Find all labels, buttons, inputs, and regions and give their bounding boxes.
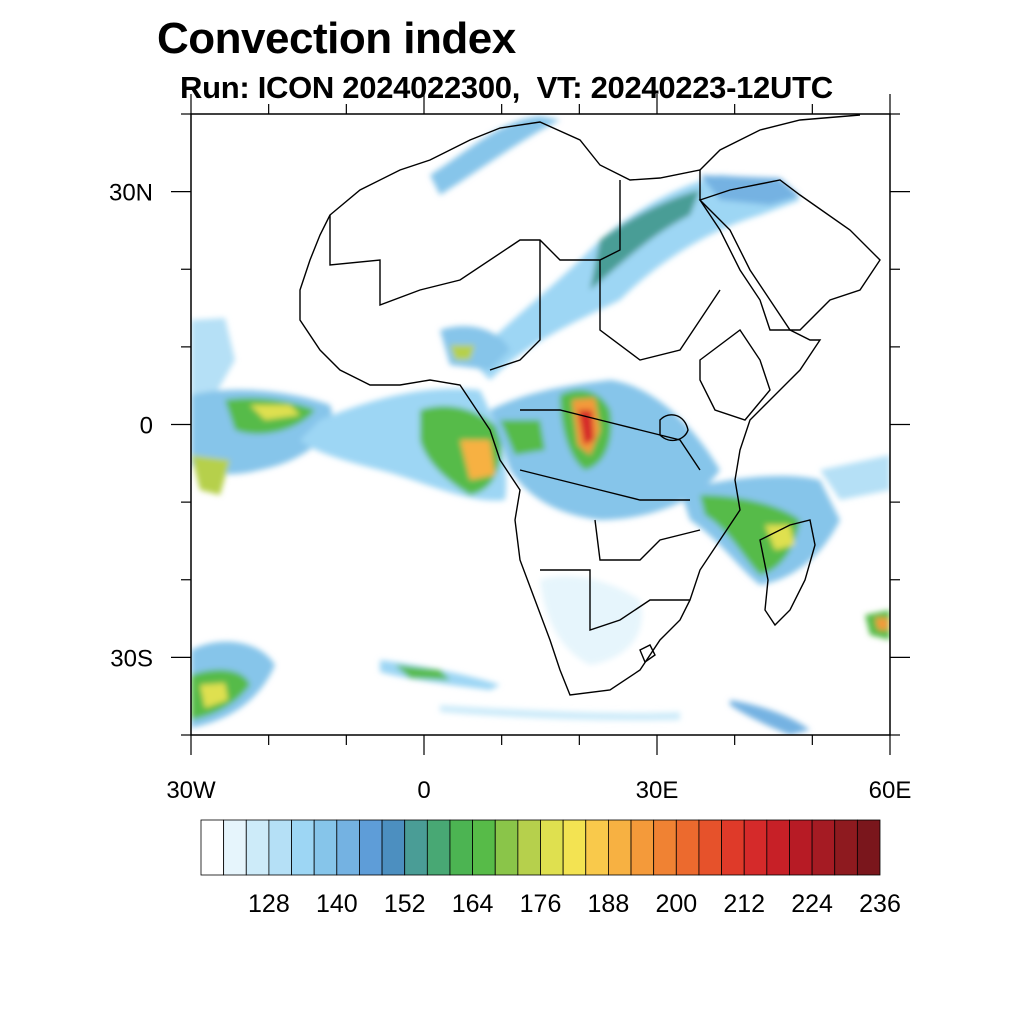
colorbar-label: 224 xyxy=(791,890,833,918)
colorbar-label: 152 xyxy=(384,890,426,918)
colorbar-label: 188 xyxy=(588,890,630,918)
colorbar-swatch xyxy=(540,819,564,876)
colorbar-label: 236 xyxy=(859,890,901,918)
lat-label: 0 xyxy=(140,413,153,440)
lon-label: 0 xyxy=(417,777,430,804)
lon-label: 60E xyxy=(869,777,912,804)
colorbar-swatch xyxy=(721,819,745,876)
lon-label: 30W xyxy=(166,777,216,804)
colorbar-label: 212 xyxy=(723,890,765,918)
colorbar-label: 176 xyxy=(520,890,562,918)
colorbar-swatch xyxy=(766,819,790,876)
colorbar-swatch xyxy=(562,819,587,876)
colorbar-swatch xyxy=(449,819,474,876)
colorbar-swatch xyxy=(630,819,655,876)
colorbar-swatch xyxy=(653,819,677,876)
lat-labels: 30N 0 30S xyxy=(109,180,153,673)
colorbar-labels: 128 140 152 164 176 188 200 212 224 236 xyxy=(248,890,901,918)
colorbar-swatch xyxy=(789,819,813,876)
colorbar-swatch xyxy=(743,819,768,876)
colorbar-swatch xyxy=(698,819,722,876)
colorbar-label: 128 xyxy=(248,890,290,918)
colorbar-swatch xyxy=(472,819,496,876)
map-subtitle: Run: ICON 2024022300, VT: 20240223-12UTC xyxy=(180,70,833,105)
colorbar-swatch xyxy=(585,819,609,876)
colorbar-swatch xyxy=(291,819,315,876)
colorbar-swatch xyxy=(200,819,225,876)
map-title: Convection index xyxy=(157,14,516,63)
colorbar-swatch xyxy=(223,819,247,876)
colorbar-swatch xyxy=(245,819,270,876)
lon-label: 30E xyxy=(636,777,679,804)
lat-label: 30N xyxy=(109,180,153,207)
convection-field xyxy=(191,116,890,735)
colorbar-swatch xyxy=(381,819,406,876)
lat-label: 30S xyxy=(110,645,153,672)
colorbar-label: 164 xyxy=(452,890,494,918)
colorbar-label: 200 xyxy=(655,890,697,918)
coastlines xyxy=(299,114,881,696)
colorbar-swatch xyxy=(675,819,700,876)
colorbar-swatch xyxy=(811,819,836,876)
colorbar-swatch xyxy=(517,819,541,876)
colorbar-swatch xyxy=(404,819,428,876)
colorbar-swatch xyxy=(268,819,292,876)
lon-labels: 30W 0 30E 60E xyxy=(166,777,911,804)
axis-ticks xyxy=(171,94,910,755)
colorbar-swatch xyxy=(856,819,881,876)
colorbar-swatch xyxy=(336,819,360,876)
colorbar-swatch xyxy=(359,819,383,876)
colorbar-swatch xyxy=(426,819,451,876)
colorbar xyxy=(200,819,881,876)
colorbar-swatch xyxy=(494,819,519,876)
colorbar-label: 140 xyxy=(316,890,358,918)
colorbar-swatch xyxy=(313,819,338,876)
colorbar-swatch xyxy=(608,819,632,876)
colorbar-swatch xyxy=(834,819,858,876)
